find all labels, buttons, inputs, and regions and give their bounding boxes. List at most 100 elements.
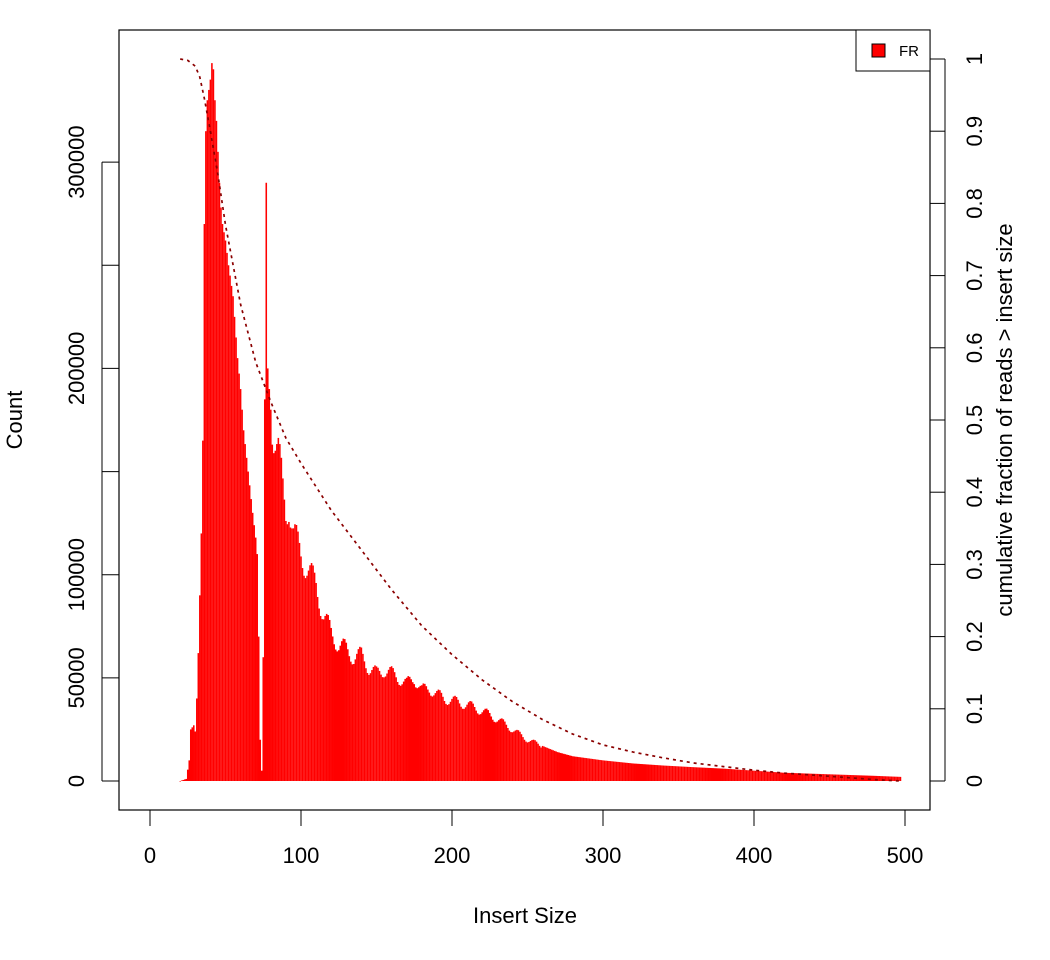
histogram-bar <box>256 554 258 781</box>
histogram-bar <box>594 759 597 781</box>
histogram-bar <box>720 768 722 781</box>
histogram-bar <box>875 775 878 781</box>
histogram-bar <box>294 524 296 781</box>
histogram-bar <box>567 755 570 781</box>
histogram-bar <box>348 656 351 781</box>
histogram-bar <box>330 627 332 781</box>
histogram-bar <box>884 776 887 781</box>
histogram-bar <box>318 608 320 781</box>
histogram-bar <box>407 676 409 781</box>
histogram-bar <box>499 718 502 781</box>
histogram-bar <box>251 512 254 781</box>
histogram-bar <box>247 471 249 781</box>
histogram-bar <box>759 771 761 781</box>
histogram-bar <box>383 677 385 781</box>
histogram-bar <box>615 761 618 781</box>
histogram-bar <box>395 677 397 781</box>
histogram-bar <box>858 775 861 781</box>
histogram-bar <box>223 232 225 781</box>
histogram-bar <box>502 719 505 781</box>
histogram-bar <box>815 773 817 781</box>
histogram-bar <box>452 696 455 781</box>
histogram-bar <box>822 774 825 781</box>
histogram-bar <box>445 703 447 781</box>
histogram-bar <box>226 252 228 781</box>
histogram-bar <box>768 771 770 781</box>
histogram-bar <box>899 776 902 781</box>
histogram-bar <box>818 773 820 781</box>
histogram-bar <box>797 773 799 781</box>
histogram-bar <box>276 444 278 781</box>
histogram-bar <box>248 485 251 781</box>
x-tick-label: 0 <box>144 843 156 868</box>
histogram-bar <box>706 767 708 781</box>
histogram-bar <box>271 444 274 781</box>
histogram-bar <box>191 727 194 781</box>
histogram-bar <box>229 275 231 781</box>
histogram-bar <box>535 741 538 781</box>
histogram-bar <box>881 776 884 781</box>
histogram-bar <box>599 759 601 781</box>
histogram-bar <box>609 761 612 781</box>
histogram-bar <box>260 770 263 781</box>
histogram-bar <box>390 666 393 781</box>
histogram-bar <box>895 776 897 781</box>
histogram-bar <box>375 666 378 781</box>
histogram-bar <box>753 770 755 781</box>
histogram-bar <box>292 528 295 781</box>
y2-tick-label: 0.3 <box>962 549 987 580</box>
histogram-bar <box>757 770 760 781</box>
histogram-bar <box>214 100 216 782</box>
histogram-bar <box>790 773 793 781</box>
histogram-bar <box>365 668 367 781</box>
histogram-bar <box>440 692 443 781</box>
x-tick-label: 100 <box>283 843 320 868</box>
histogram-bar <box>507 727 509 781</box>
histogram-bar <box>469 701 471 781</box>
histogram-bar <box>893 776 896 781</box>
histogram-bar <box>457 699 459 781</box>
histogram-bar <box>561 753 564 781</box>
histogram-bar <box>455 696 458 781</box>
histogram-bar <box>597 759 600 781</box>
histogram-bar <box>766 771 769 781</box>
histogram-bar <box>396 681 399 781</box>
histogram-bar <box>342 638 345 781</box>
histogram-bar <box>353 664 355 781</box>
histogram-bar <box>606 760 609 781</box>
histogram-bar <box>537 743 539 781</box>
histogram-bar <box>193 725 195 781</box>
histogram-bar <box>434 693 437 781</box>
histogram-bar <box>704 767 707 781</box>
legend: FR <box>855 29 931 72</box>
legend-box <box>855 29 931 72</box>
histogram-bar <box>437 689 440 781</box>
histogram-bar <box>691 767 693 781</box>
histogram-bar <box>232 296 234 781</box>
histogram-bar <box>427 689 429 781</box>
histogram-bar <box>295 525 298 781</box>
histogram-bar <box>605 760 607 781</box>
histogram-bar <box>259 739 262 781</box>
histogram-bar <box>801 773 804 781</box>
x-tick-label: 500 <box>887 843 924 868</box>
histogram-bar <box>221 224 224 781</box>
histogram-bar <box>883 776 885 781</box>
histogram-bar <box>828 774 831 781</box>
y2-tick-label: 0.1 <box>962 694 987 725</box>
y-tick-label: 0 <box>64 775 89 787</box>
histogram-bar <box>807 773 810 781</box>
histogram-bar <box>381 677 384 781</box>
y2-axis-label: cumulative fraction of reads > insert si… <box>992 223 1017 616</box>
histogram-bar <box>280 457 283 781</box>
histogram-bar <box>837 774 840 781</box>
legend-swatch-fr <box>871 43 886 58</box>
histogram-bar <box>642 764 645 781</box>
histogram-bar <box>239 389 242 781</box>
histogram-bar <box>208 89 210 782</box>
histogram-bar <box>532 739 535 781</box>
histogram-bar <box>569 755 571 781</box>
histogram-bar <box>516 729 518 781</box>
histogram-bar <box>686 766 689 781</box>
histogram-bar <box>473 707 476 781</box>
